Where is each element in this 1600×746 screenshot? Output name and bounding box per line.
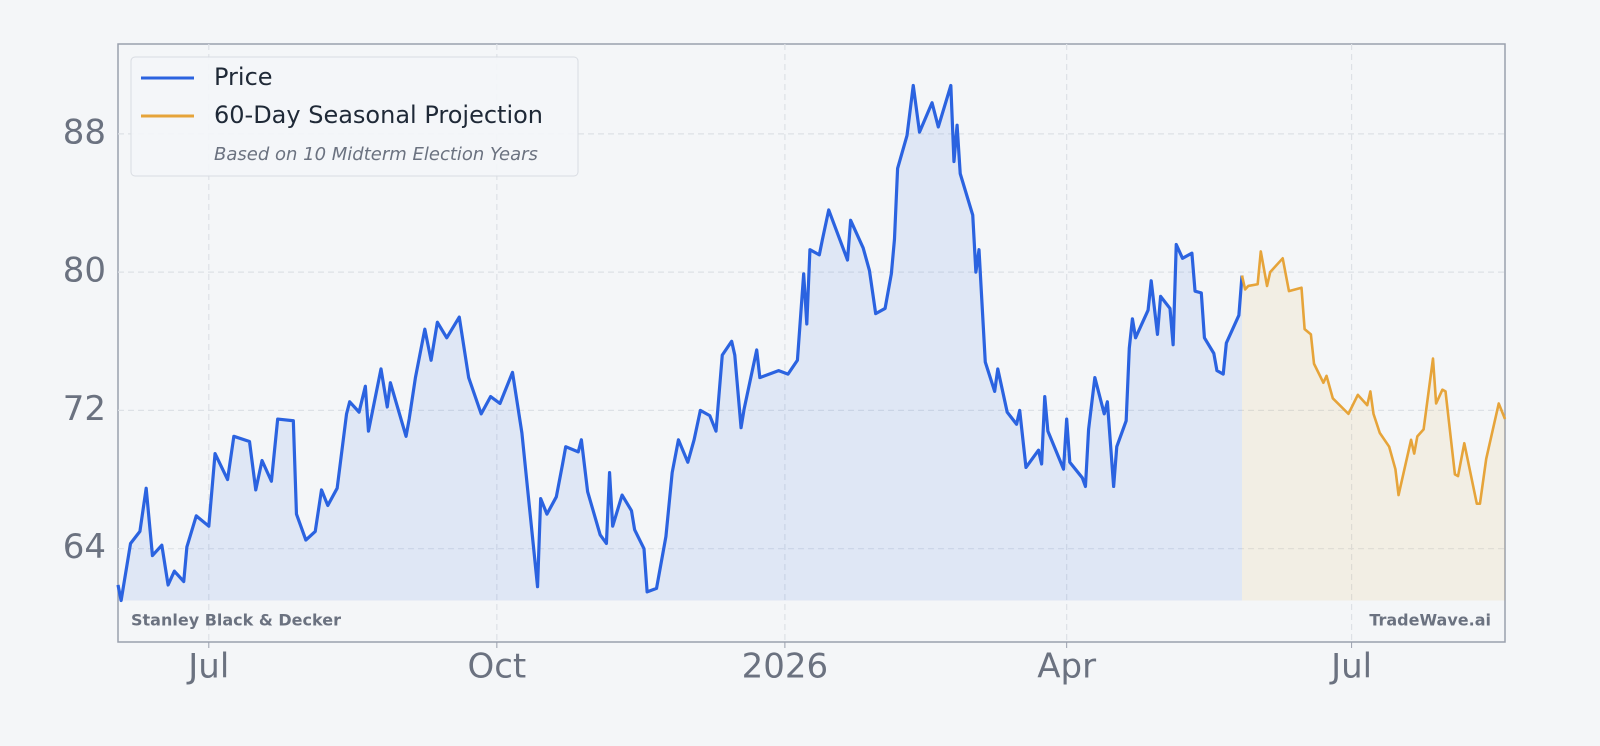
source-label: Stanley Black & Decker: [131, 611, 341, 630]
marks: [116, 83, 1507, 603]
y-tick-label: 80: [63, 251, 106, 291]
x-tick-label: Oct: [467, 647, 526, 687]
grid: [118, 44, 1505, 642]
legend-label: Price: [214, 63, 273, 91]
line: [1240, 250, 1507, 506]
legend-label: 60-Day Seasonal Projection: [214, 101, 543, 129]
x-tick-label: Jul: [186, 647, 229, 687]
area: [1242, 251, 1505, 601]
x-tick-label: 2026: [742, 647, 829, 687]
y-tick-label: 72: [63, 389, 106, 429]
area: [118, 85, 1243, 601]
legend: Price 60-Day Seasonal Projection Based on …: [130, 56, 579, 177]
watermark: TradeWave.ai: [1369, 611, 1491, 630]
y-tick-label: 64: [63, 527, 106, 567]
y-tick-label: 88: [63, 112, 106, 152]
legend-note: Based on 10 Midterm Election Years: [214, 144, 538, 165]
x-tick-label: Apr: [1037, 647, 1096, 687]
line: [116, 83, 1244, 603]
legend-box: [130, 56, 579, 177]
x-tick-label: Jul: [1329, 647, 1372, 687]
